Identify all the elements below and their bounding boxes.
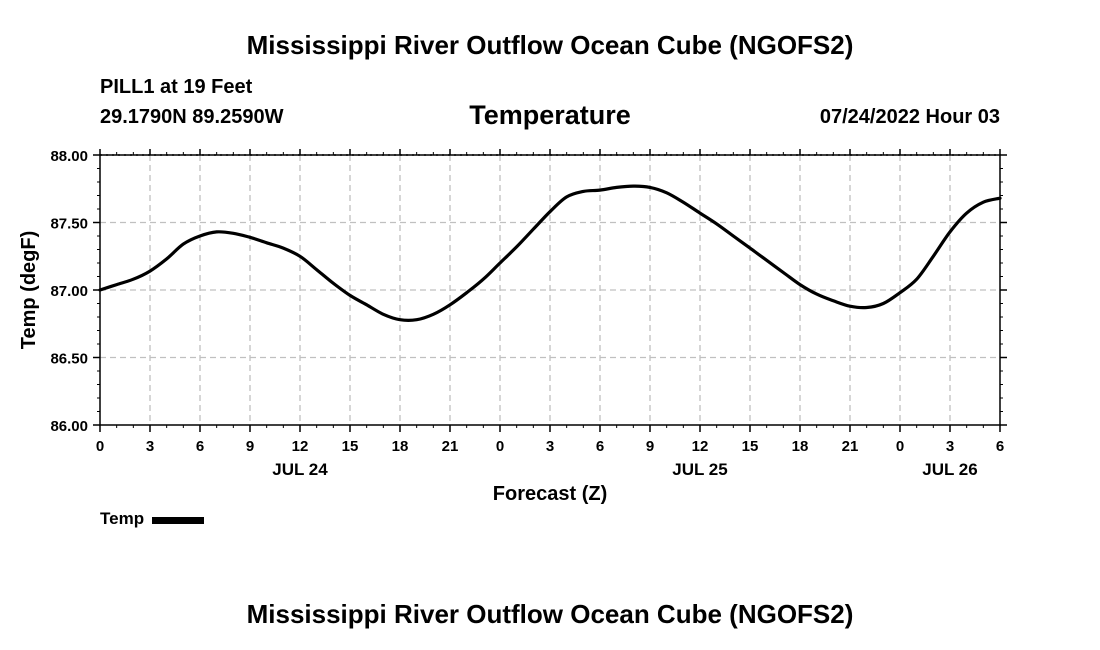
x-tick-label: 6: [196, 438, 204, 455]
x-tick-label: 12: [692, 438, 709, 455]
station-label: PILL1 at 19 Feet: [100, 76, 253, 98]
x-axis-title: Forecast (Z): [493, 483, 607, 505]
y-tick-label: 87.00: [50, 283, 88, 300]
legend-swatch-temp: [152, 516, 205, 524]
x-tick-label: 0: [496, 438, 504, 455]
y-tick-label: 87.50: [50, 216, 88, 233]
station-coordinates: 29.1790N 89.2590W: [100, 106, 284, 128]
x-tick-label: 3: [546, 438, 554, 455]
x-tick-label: 21: [442, 438, 459, 455]
x-tick-label: 9: [246, 438, 254, 455]
x-tick-label: 15: [342, 438, 359, 455]
chart-title: Temperature: [469, 100, 631, 130]
x-tick-labels: 0 3 6 9 12 15 18 21 0 3 6 9 12 15 18 21 0 3 6: [96, 438, 1004, 455]
y-tick-labels: 86.00 86.50 87.00 87.50 88.00: [50, 148, 88, 435]
legend-label-temp: Temp: [100, 509, 145, 528]
x-tick-label: 15: [742, 438, 759, 455]
grid-lines: [100, 154, 1000, 425]
x-tick-label: 6: [596, 438, 604, 455]
date-labels: JUL 24 JUL 25 JUL 26: [272, 460, 977, 479]
x-tick-label: 18: [792, 438, 809, 455]
x-tick-label: 12: [292, 438, 309, 455]
x-tick-label: 9: [646, 438, 654, 455]
x-tick-label: 0: [96, 438, 104, 455]
x-tick-label: 3: [146, 438, 154, 455]
date-label: JUL 26: [922, 460, 977, 479]
y-tick-label: 88.00: [50, 148, 88, 165]
x-tick-label: 6: [996, 438, 1004, 455]
footer-title: Mississippi River Outflow Ocean Cube (NG…: [246, 599, 854, 629]
y-axis-title: Temp (degF): [18, 231, 40, 350]
series-line-temp: [98, 184, 1002, 322]
x-tick-label: 18: [392, 438, 409, 455]
page-title: Mississippi River Outflow Ocean Cube (NG…: [246, 30, 854, 60]
date-label: JUL 24: [272, 460, 328, 479]
x-tick-label: 0: [896, 438, 904, 455]
date-label: JUL 25: [672, 460, 727, 479]
forecast-run-time: 07/24/2022 Hour 03: [819, 106, 1000, 128]
y-tick-label: 86.50: [50, 351, 88, 368]
x-tick-label: 3: [946, 438, 954, 455]
y-tick-label: 86.00: [50, 418, 88, 435]
x-tick-label: 21: [842, 438, 859, 455]
legend: Temp: [100, 509, 205, 529]
